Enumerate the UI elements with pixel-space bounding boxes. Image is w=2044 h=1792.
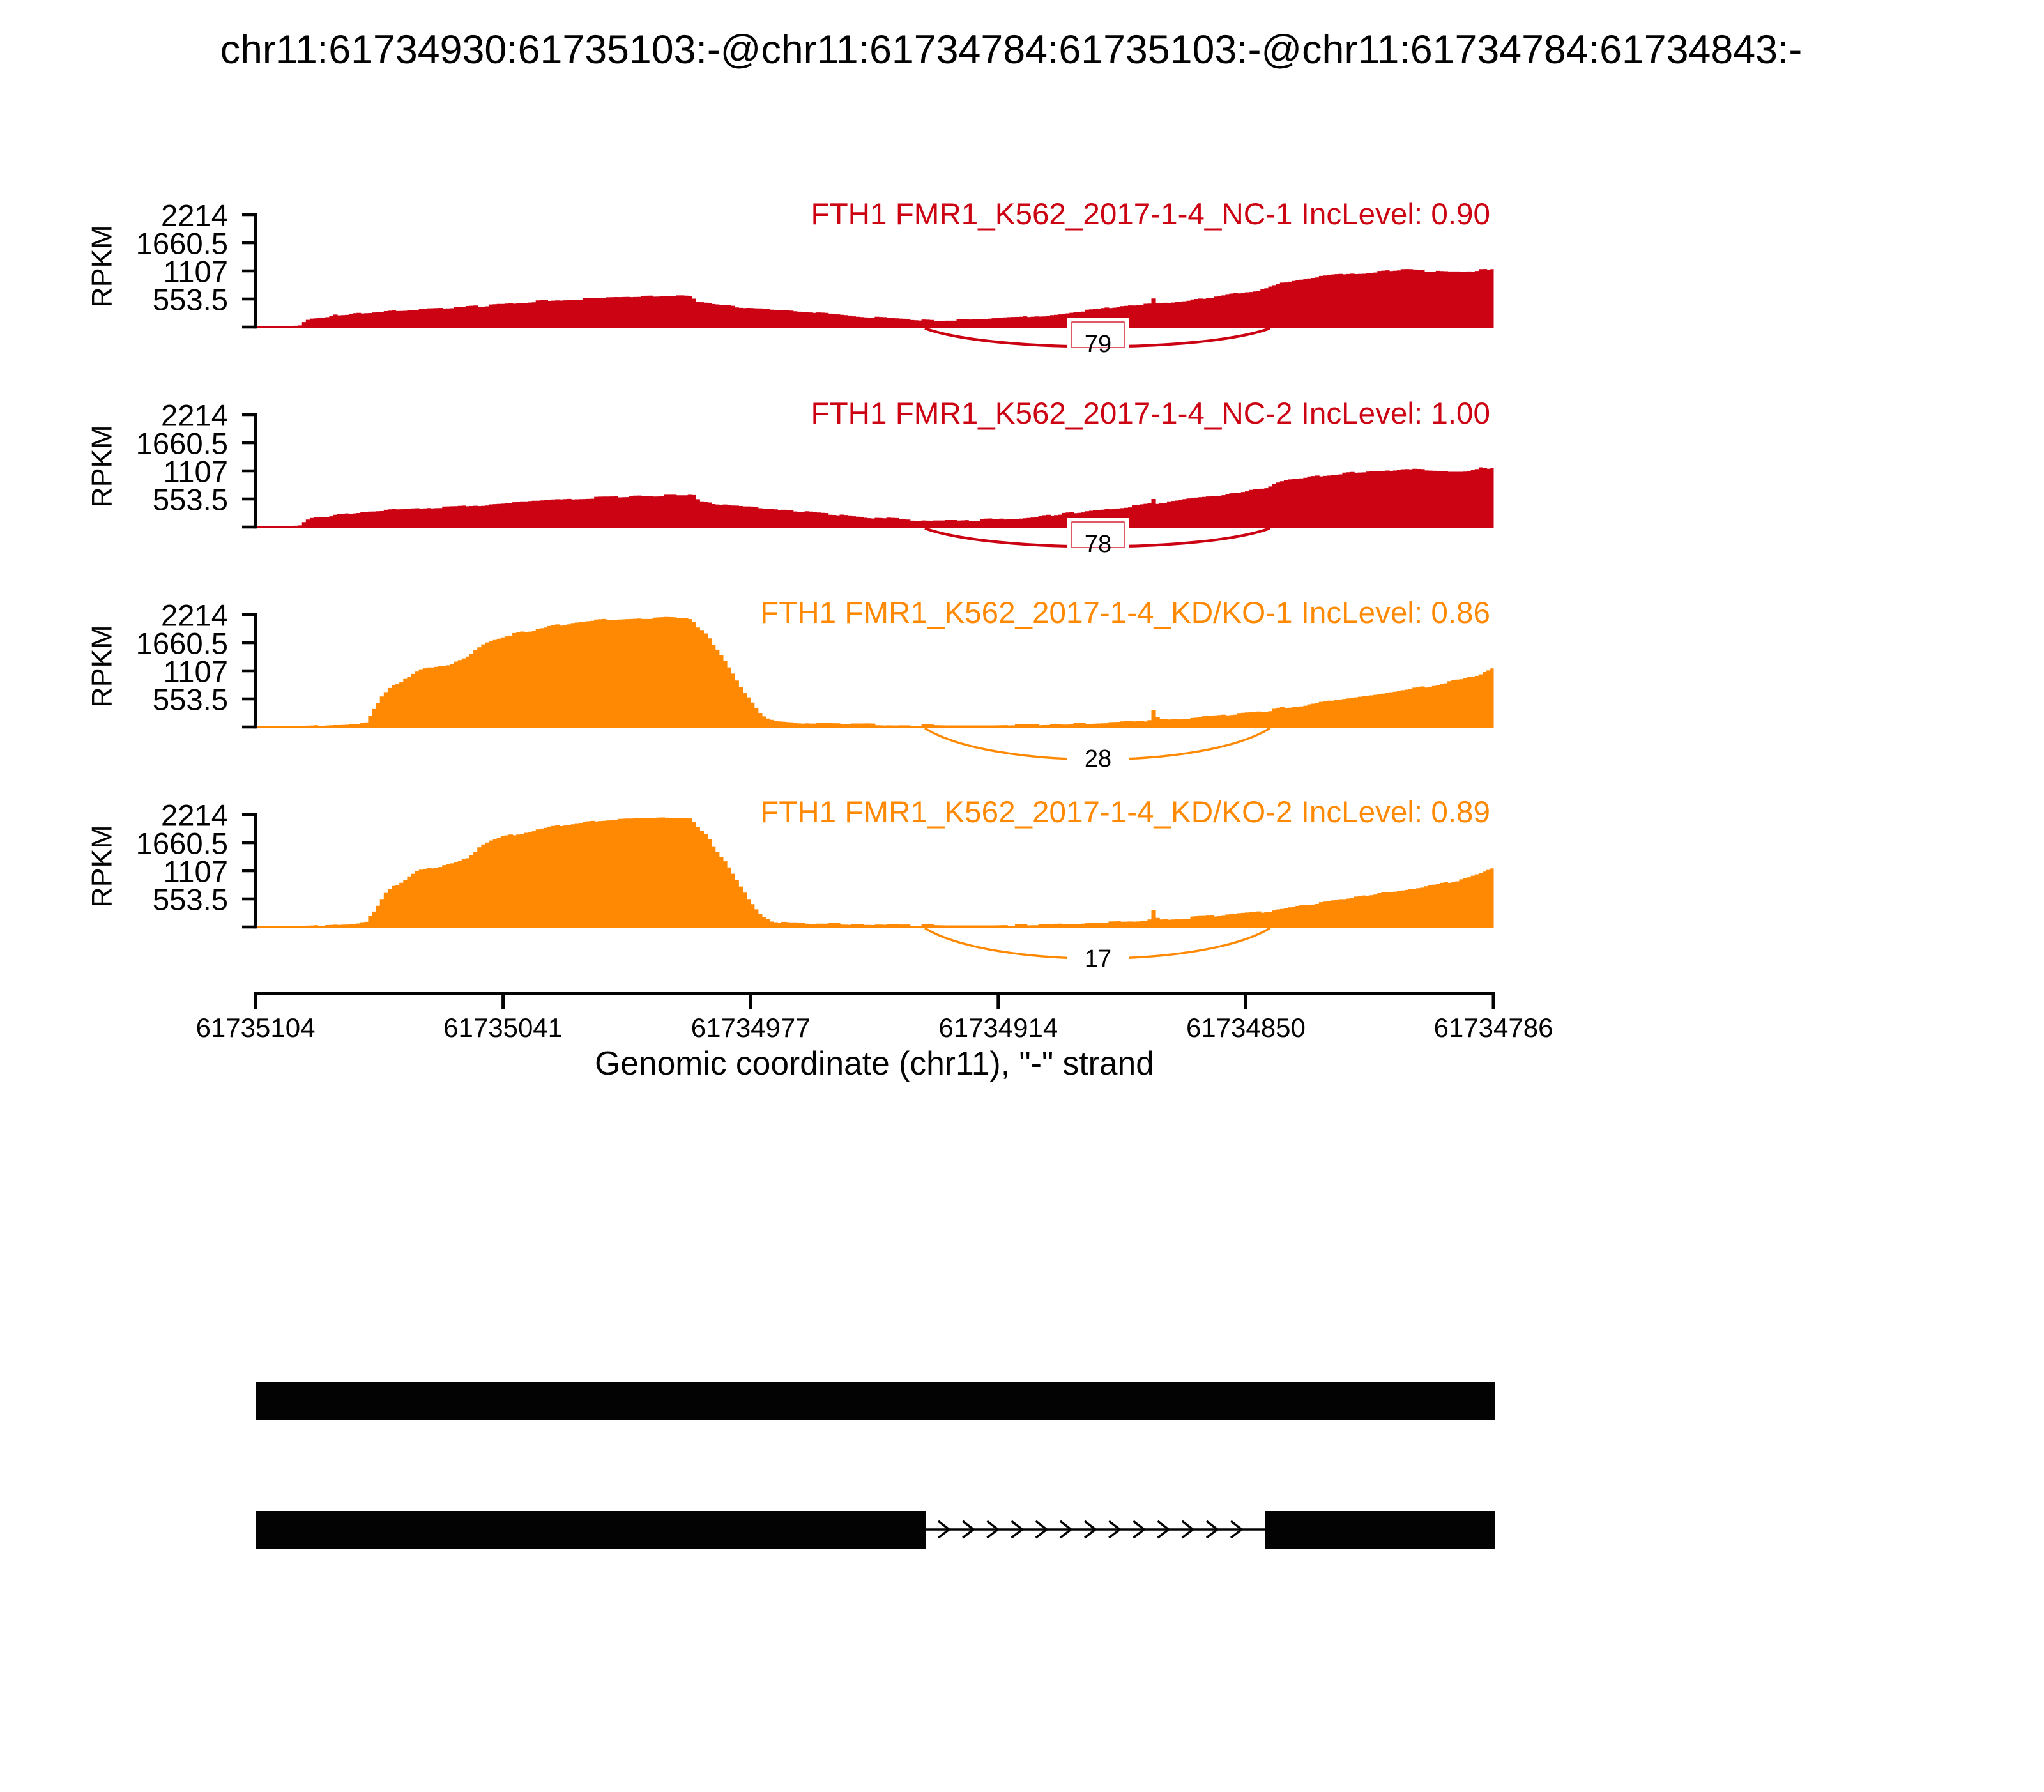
svg-text:553.5: 553.5 <box>153 484 228 517</box>
svg-text:61735104: 61735104 <box>196 1013 316 1043</box>
svg-text:79: 79 <box>1085 331 1111 358</box>
svg-text:78: 78 <box>1085 531 1111 558</box>
svg-text:17: 17 <box>1085 946 1111 972</box>
svg-text:RPKM: RPKM <box>87 425 118 507</box>
svg-text:RPKM: RPKM <box>87 825 118 907</box>
svg-text:RPKM: RPKM <box>87 225 118 307</box>
svg-text:1660.5: 1660.5 <box>136 627 228 661</box>
svg-text:1107: 1107 <box>164 256 228 289</box>
svg-text:1107: 1107 <box>164 855 228 889</box>
svg-text:FTH1 FMR1_K562_2017-1-4_NC-2 I: FTH1 FMR1_K562_2017-1-4_NC-2 IncLevel: 1… <box>811 397 1490 431</box>
svg-text:Genomic coordinate (chr11), "-: Genomic coordinate (chr11), "-" strand <box>595 1045 1154 1082</box>
svg-text:61734850: 61734850 <box>1186 1013 1306 1043</box>
svg-text:RPKM: RPKM <box>87 625 118 707</box>
svg-text:FTH1 FMR1_K562_2017-1-4_KD/KO-: FTH1 FMR1_K562_2017-1-4_KD/KO-1 IncLevel… <box>760 596 1490 630</box>
svg-text:28: 28 <box>1085 746 1111 772</box>
svg-text:553.5: 553.5 <box>153 884 228 917</box>
svg-text:61734977: 61734977 <box>691 1013 811 1043</box>
svg-text:1107: 1107 <box>164 456 228 489</box>
svg-text:553.5: 553.5 <box>153 684 228 717</box>
svg-text:61734914: 61734914 <box>938 1013 1058 1043</box>
svg-text:2214: 2214 <box>161 199 228 233</box>
svg-text:1660.5: 1660.5 <box>136 227 228 261</box>
svg-text:FTH1 FMR1_K562_2017-1-4_KD/KO-: FTH1 FMR1_K562_2017-1-4_KD/KO-2 IncLevel… <box>760 795 1490 829</box>
svg-text:1107: 1107 <box>164 655 228 689</box>
svg-text:61734786: 61734786 <box>1434 1013 1553 1043</box>
svg-text:2214: 2214 <box>161 799 228 833</box>
svg-text:chr11:61734930:61735103:-@chr1: chr11:61734930:61735103:-@chr11:61734784… <box>220 27 1803 72</box>
svg-text:2214: 2214 <box>161 399 228 433</box>
svg-text:2214: 2214 <box>161 599 228 633</box>
svg-text:1660.5: 1660.5 <box>136 827 228 861</box>
svg-text:FTH1 FMR1_K562_2017-1-4_NC-1 I: FTH1 FMR1_K562_2017-1-4_NC-1 IncLevel: 0… <box>811 197 1490 231</box>
svg-text:1660.5: 1660.5 <box>136 427 228 461</box>
svg-text:61735041: 61735041 <box>443 1013 563 1043</box>
svg-text:553.5: 553.5 <box>153 284 228 318</box>
